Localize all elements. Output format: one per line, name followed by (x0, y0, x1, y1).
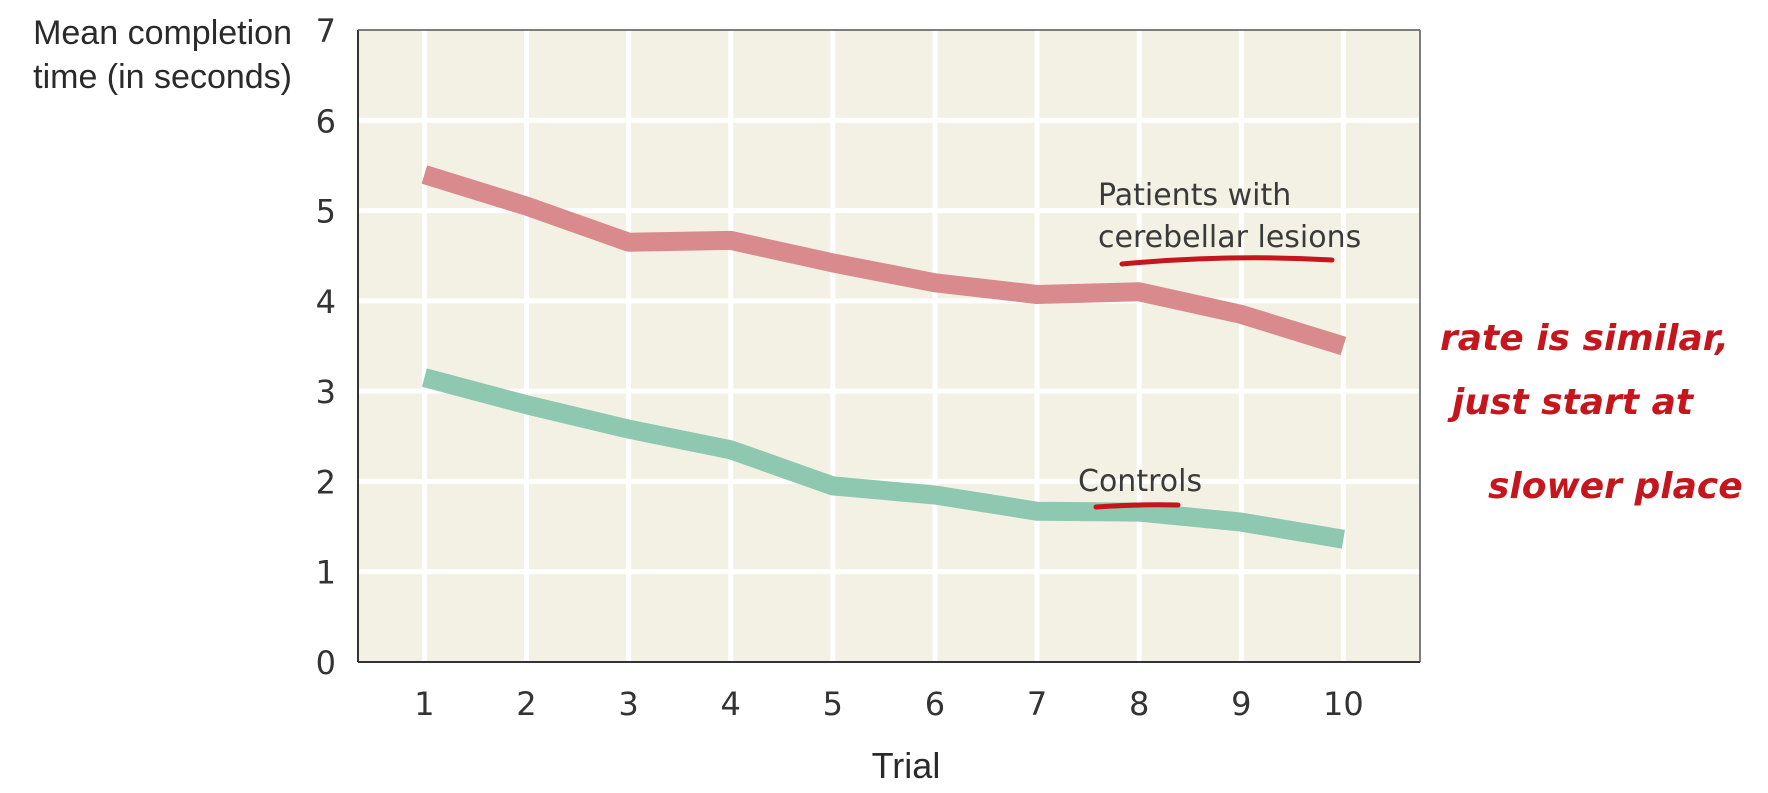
x-tick-label: 7 (1027, 685, 1047, 723)
y-tick-labels: 0 1 2 3 4 5 6 7 (316, 12, 336, 682)
y-tick-label: 7 (316, 12, 336, 50)
y-tick-label: 1 (316, 554, 336, 592)
x-tick-label: 9 (1231, 685, 1251, 723)
axes (357, 29, 1421, 663)
grid (358, 30, 1420, 662)
x-axis-label: Trial (872, 745, 941, 786)
y-tick-label: 6 (316, 102, 336, 140)
series-line-patients (421, 165, 1347, 356)
plot-background (358, 30, 1420, 662)
y-tick-label: 2 (316, 463, 336, 501)
hand-underline-lesions (1119, 255, 1335, 267)
hand-note-line-2: just start at (1447, 382, 1695, 423)
hand-note-line-1: rate is similar, (1440, 318, 1729, 359)
series-line-controls (421, 368, 1345, 549)
y-tick-label: 4 (316, 283, 336, 321)
series-lines (421, 165, 1347, 549)
x-tick-label: 3 (618, 685, 638, 723)
y-tick-label: 3 (316, 373, 336, 411)
series-label-controls: Controls (1078, 464, 1202, 499)
x-tick-label: 2 (516, 685, 536, 723)
x-tick-label: 5 (823, 685, 843, 723)
x-tick-label: 4 (721, 685, 741, 723)
y-axis-label-line-2: time (in seconds) (33, 58, 292, 96)
y-tick-label: 0 (316, 644, 336, 682)
y-axis-label-line-1: Mean completion (33, 14, 292, 52)
x-tick-labels: 1 2 3 4 5 6 7 8 9 10 (414, 685, 1364, 723)
x-tick-label: 10 (1323, 685, 1364, 723)
x-tick-label: 1 (414, 685, 434, 723)
hand-underline-controls (1093, 502, 1181, 510)
series-label-patients-line-1: Patients with (1098, 178, 1291, 213)
x-tick-label: 6 (925, 685, 945, 723)
hand-note-line-3: slower place (1488, 466, 1743, 507)
series-label-patients-line-2: cerebellar lesions (1098, 220, 1361, 255)
y-tick-label: 5 (316, 193, 336, 231)
x-tick-label: 8 (1129, 685, 1149, 723)
